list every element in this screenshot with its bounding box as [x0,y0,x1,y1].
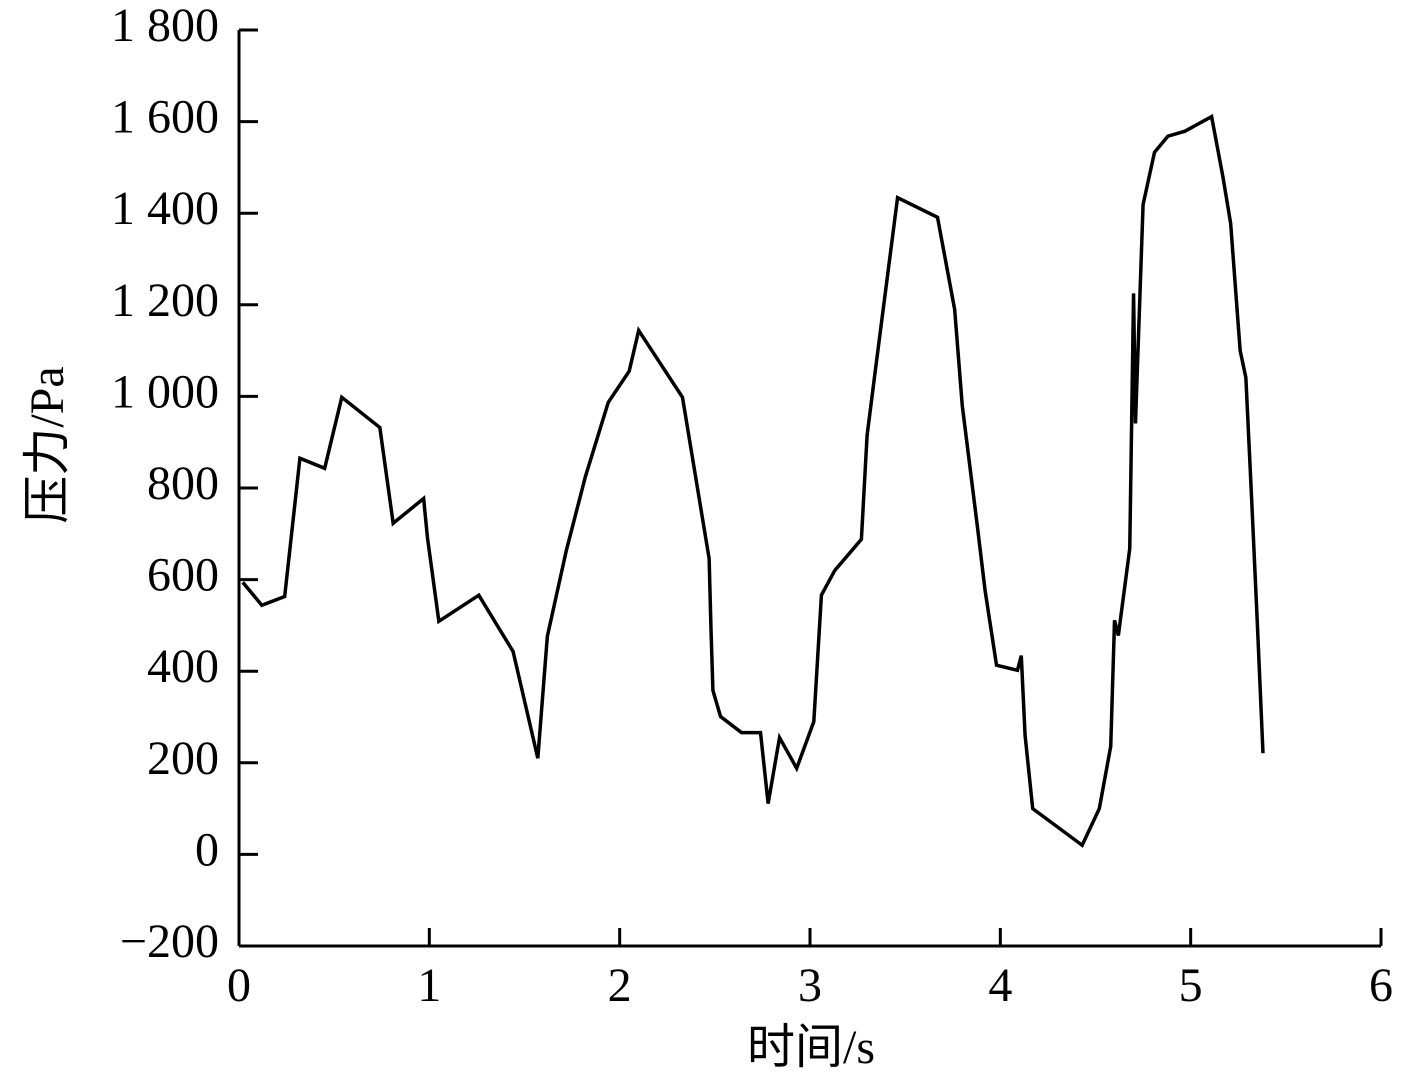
y-tick-label: 400 [147,640,219,693]
y-axis-label: 压力/Pa [21,366,74,523]
y-tick-label: 1 400 [111,182,219,235]
y-tick-label: 800 [147,457,219,510]
x-tick-label: 3 [798,959,822,1012]
x-axis-label: 时间/s [747,1021,875,1074]
data-line [241,113,1265,848]
x-tick-label: 4 [988,959,1012,1012]
x-tick-label: 1 [417,959,441,1012]
y-tick-label: 1 600 [111,91,219,144]
y-tick-label: 1 000 [111,365,219,418]
y-tick-label: 200 [147,732,219,785]
x-tick-label: 0 [227,959,251,1012]
y-tick-label: 0 [195,823,219,876]
x-tick-label: 6 [1369,959,1393,1012]
x-tick-label: 2 [608,959,632,1012]
y-tick-label: 1 200 [111,274,219,327]
y-tick-label: 1 800 [111,0,219,52]
y-tick-label: −200 [120,915,219,968]
y-tick-label: 600 [147,549,219,602]
x-tick-label: 5 [1179,959,1203,1012]
